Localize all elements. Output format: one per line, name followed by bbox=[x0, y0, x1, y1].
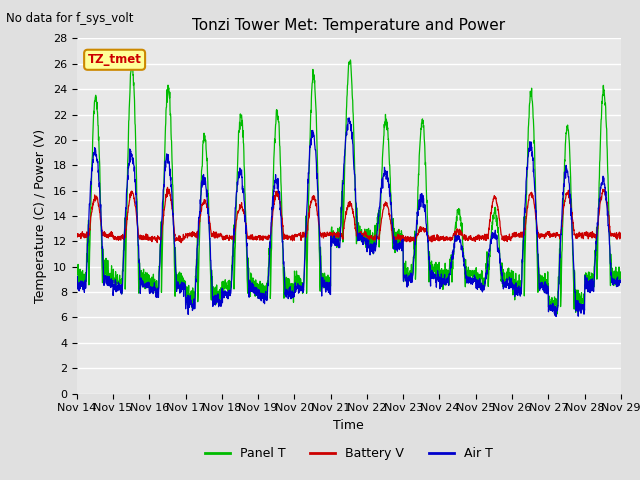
Legend: Panel T, Battery V, Air T: Panel T, Battery V, Air T bbox=[200, 443, 498, 466]
Battery V bbox=[617, 230, 625, 236]
Air T bbox=[346, 115, 353, 121]
Battery V bbox=[584, 236, 592, 241]
Air T bbox=[507, 278, 515, 284]
Battery V bbox=[377, 223, 385, 228]
Air T bbox=[570, 251, 577, 257]
Panel T bbox=[347, 57, 355, 63]
Panel T bbox=[507, 271, 515, 277]
Air T bbox=[617, 279, 625, 285]
Line: Air T: Air T bbox=[77, 118, 621, 316]
Title: Tonzi Tower Met: Temperature and Power: Tonzi Tower Met: Temperature and Power bbox=[192, 18, 506, 33]
Air T bbox=[552, 313, 560, 319]
X-axis label: Time: Time bbox=[333, 419, 364, 432]
Panel T bbox=[617, 274, 625, 280]
Panel T bbox=[570, 267, 577, 273]
Battery V bbox=[177, 240, 185, 246]
Text: TZ_tmet: TZ_tmet bbox=[88, 53, 141, 66]
Panel T bbox=[553, 311, 561, 317]
Battery V bbox=[164, 184, 172, 190]
Air T bbox=[365, 237, 372, 243]
Air T bbox=[73, 280, 81, 286]
Air T bbox=[584, 283, 592, 288]
Battery V bbox=[570, 219, 577, 225]
Line: Battery V: Battery V bbox=[77, 187, 621, 243]
Battery V bbox=[508, 235, 515, 240]
Y-axis label: Temperature (C) / Power (V): Temperature (C) / Power (V) bbox=[35, 129, 47, 303]
Battery V bbox=[365, 235, 372, 241]
Battery V bbox=[225, 238, 233, 243]
Battery V bbox=[73, 233, 81, 239]
Panel T bbox=[365, 226, 372, 231]
Air T bbox=[225, 293, 232, 299]
Panel T bbox=[376, 207, 384, 213]
Panel T bbox=[225, 282, 232, 288]
Panel T bbox=[73, 273, 81, 279]
Air T bbox=[376, 194, 384, 200]
Line: Panel T: Panel T bbox=[77, 60, 621, 314]
Panel T bbox=[584, 278, 592, 284]
Text: No data for f_sys_volt: No data for f_sys_volt bbox=[6, 12, 134, 25]
